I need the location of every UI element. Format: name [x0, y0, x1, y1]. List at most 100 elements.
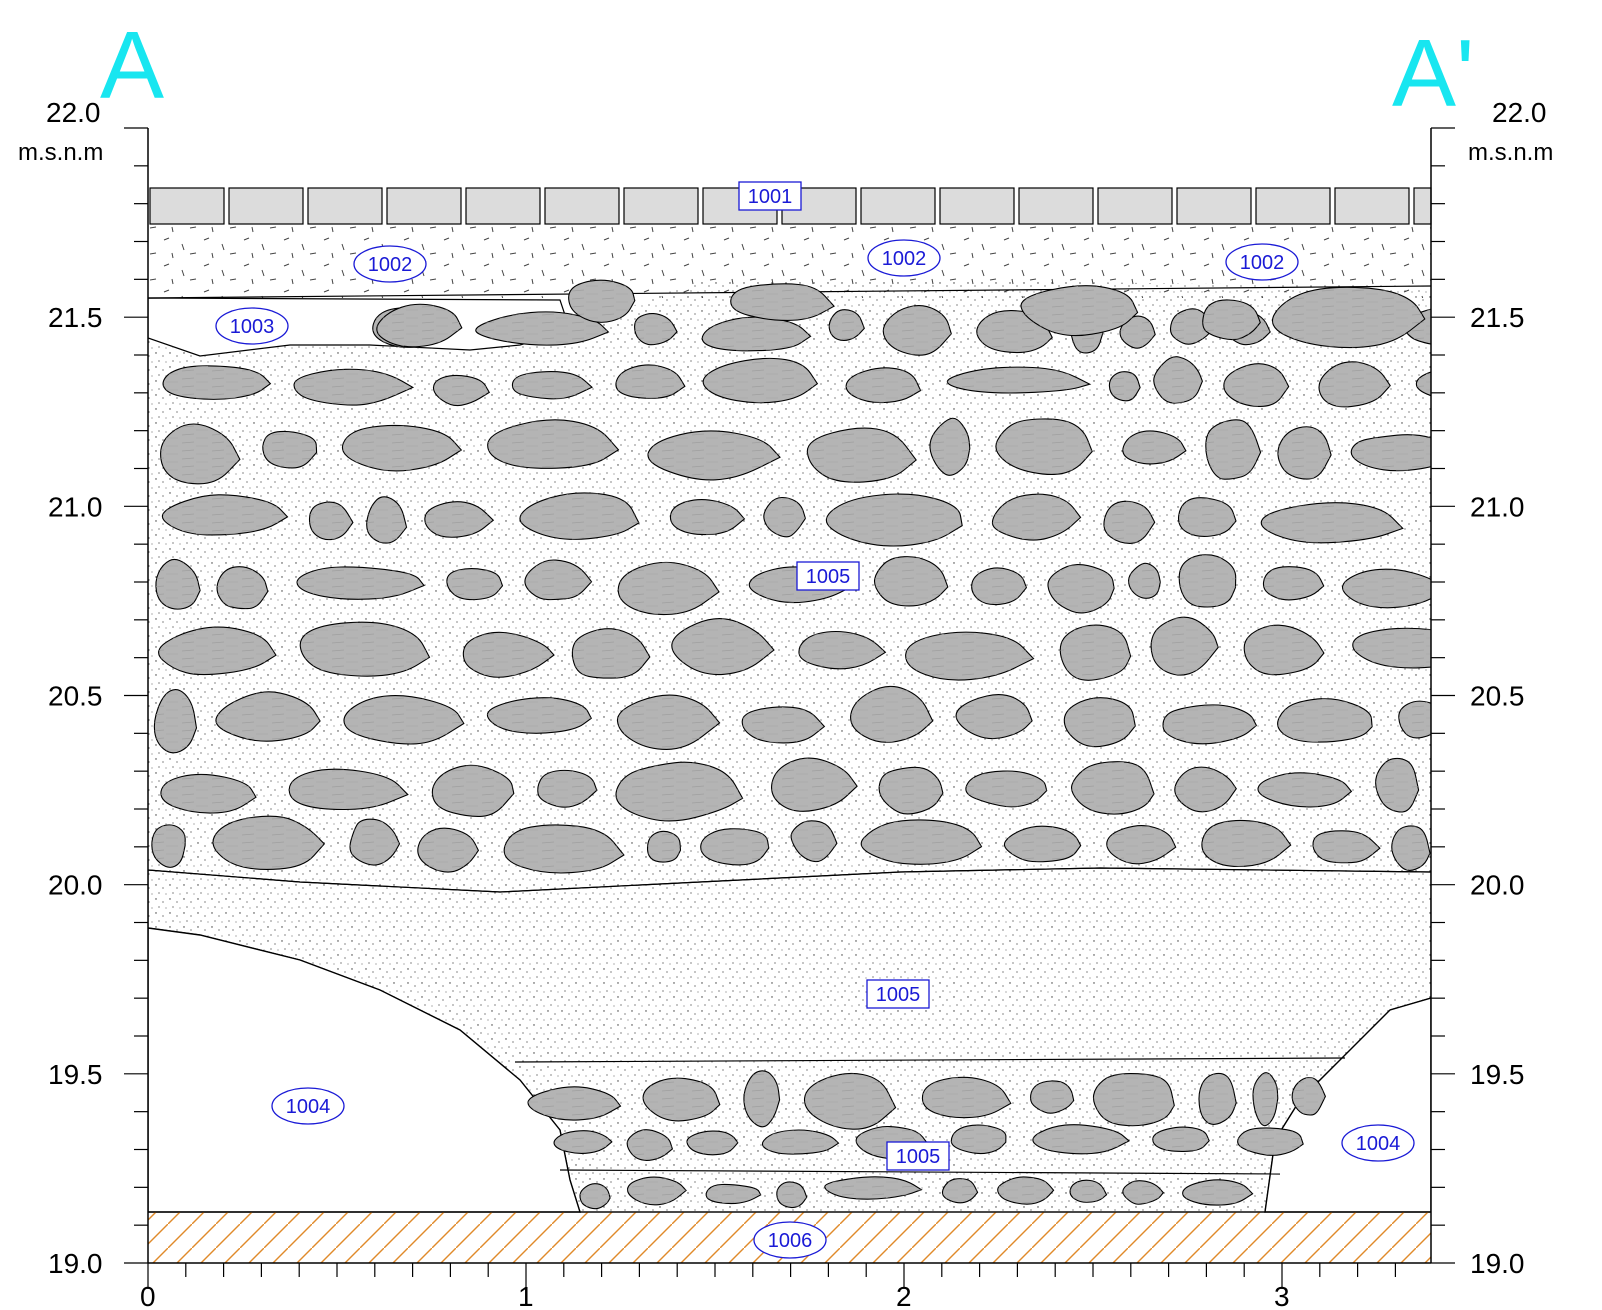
stone — [860, 819, 983, 865]
stone — [850, 685, 934, 743]
stone — [1106, 825, 1177, 865]
y-tick-label-right: 19.0 — [1470, 1248, 1525, 1279]
stone — [700, 828, 770, 866]
stone — [308, 501, 354, 541]
corner-label-a-prime: A' — [1392, 20, 1474, 127]
paving-slab — [1097, 187, 1173, 225]
stone — [161, 494, 289, 536]
axes: 22.0 22.0 21.5 21.5 21.0 21.0 20.5 20.5 20.0 20.0… — [18, 97, 1553, 1310]
unit-label-text: 1004 — [286, 1096, 331, 1118]
unit-label-text: 1005 — [896, 1146, 941, 1168]
layers — [148, 224, 1431, 1263]
stone — [873, 556, 949, 607]
stone — [642, 1077, 721, 1122]
unit-label-text: 1006 — [768, 1230, 813, 1252]
stone — [462, 631, 555, 678]
stone — [1162, 704, 1258, 745]
stone — [1201, 819, 1292, 868]
stone — [647, 430, 781, 481]
stone — [1277, 697, 1373, 743]
stone — [158, 626, 277, 676]
stone — [341, 424, 463, 472]
stone — [763, 496, 807, 538]
y-unit-right: m.s.n.m — [1468, 139, 1553, 166]
unit-label-text: 1001 — [748, 186, 793, 208]
y-tick-label-right: 20.5 — [1470, 681, 1525, 712]
stone — [921, 1076, 1012, 1119]
unit-labels: 1001 1002 1002 1002 1003 1005 1005 1004 1004 1005… — [215, 181, 1415, 1259]
stone — [1262, 566, 1325, 601]
stone — [431, 764, 515, 817]
stone — [1108, 371, 1141, 402]
stone — [776, 1181, 808, 1209]
stone — [1291, 1076, 1327, 1116]
stone — [991, 493, 1082, 541]
stone — [1237, 1127, 1304, 1156]
paving-slab — [149, 187, 225, 225]
corner-label-a: A — [100, 12, 164, 119]
stone — [153, 688, 198, 754]
y-tick-label-right: 21.5 — [1470, 302, 1525, 333]
paving-slab — [623, 187, 699, 225]
stone — [955, 694, 1033, 740]
stone — [1152, 1126, 1210, 1152]
stone — [646, 830, 682, 863]
stone — [626, 1129, 674, 1161]
y-tick-label-left: 19.5 — [48, 1059, 103, 1090]
layer-1001-slabs — [149, 187, 1432, 225]
stone — [634, 312, 678, 346]
stone — [995, 418, 1093, 475]
stone — [446, 568, 504, 601]
stone — [669, 498, 746, 536]
stone — [615, 761, 744, 822]
stone — [730, 283, 835, 321]
stone — [1257, 772, 1353, 808]
stone — [1277, 426, 1332, 480]
unit-label-text: 1003 — [230, 316, 275, 338]
stone — [1128, 562, 1161, 599]
stone — [417, 827, 480, 873]
stone — [1174, 766, 1237, 813]
y-tick-label-right: 19.5 — [1470, 1059, 1525, 1090]
stone — [486, 697, 593, 734]
stone — [160, 423, 241, 485]
stone — [1119, 315, 1156, 349]
unit-label-1002: 1002 — [1225, 243, 1299, 281]
stone — [432, 374, 491, 407]
y-tick-label-left: 20.5 — [48, 681, 103, 712]
stone — [1003, 825, 1082, 863]
stone — [1122, 430, 1187, 465]
unit-label-text: 1002 — [1240, 252, 1285, 274]
y-tick-label-right: 22.0 — [1492, 97, 1547, 128]
y-tick-label-left: 20.0 — [48, 870, 103, 901]
lower-band-line — [559, 1169, 1281, 1175]
paving-slab — [465, 187, 541, 225]
rubble-bottom-line — [148, 867, 1431, 893]
rubble-stones — [151, 279, 1431, 1210]
stone — [845, 367, 922, 404]
stone — [1352, 627, 1431, 669]
stone — [215, 691, 321, 742]
lower-band-top — [514, 1057, 1346, 1063]
stone — [1103, 500, 1156, 544]
unit-label-text: 1004 — [1356, 1133, 1401, 1155]
stone — [1063, 697, 1136, 748]
stone — [1198, 1072, 1237, 1125]
stone — [376, 303, 463, 348]
stone — [771, 757, 858, 812]
stone — [475, 311, 610, 346]
y-tick-label-right: 20.0 — [1470, 870, 1525, 901]
y-tick-label-left: 21.0 — [48, 491, 103, 522]
paving-slab — [1018, 187, 1094, 225]
stone — [288, 768, 409, 811]
stone — [965, 770, 1048, 808]
stone — [511, 371, 593, 400]
stone — [671, 618, 775, 676]
unit-label-text: 1005 — [876, 984, 921, 1006]
unit-label-1002: 1002 — [867, 239, 941, 277]
stone — [1032, 1124, 1130, 1155]
stone — [1391, 825, 1431, 871]
stone — [537, 769, 598, 808]
y-unit-left: m.s.n.m — [18, 139, 103, 166]
